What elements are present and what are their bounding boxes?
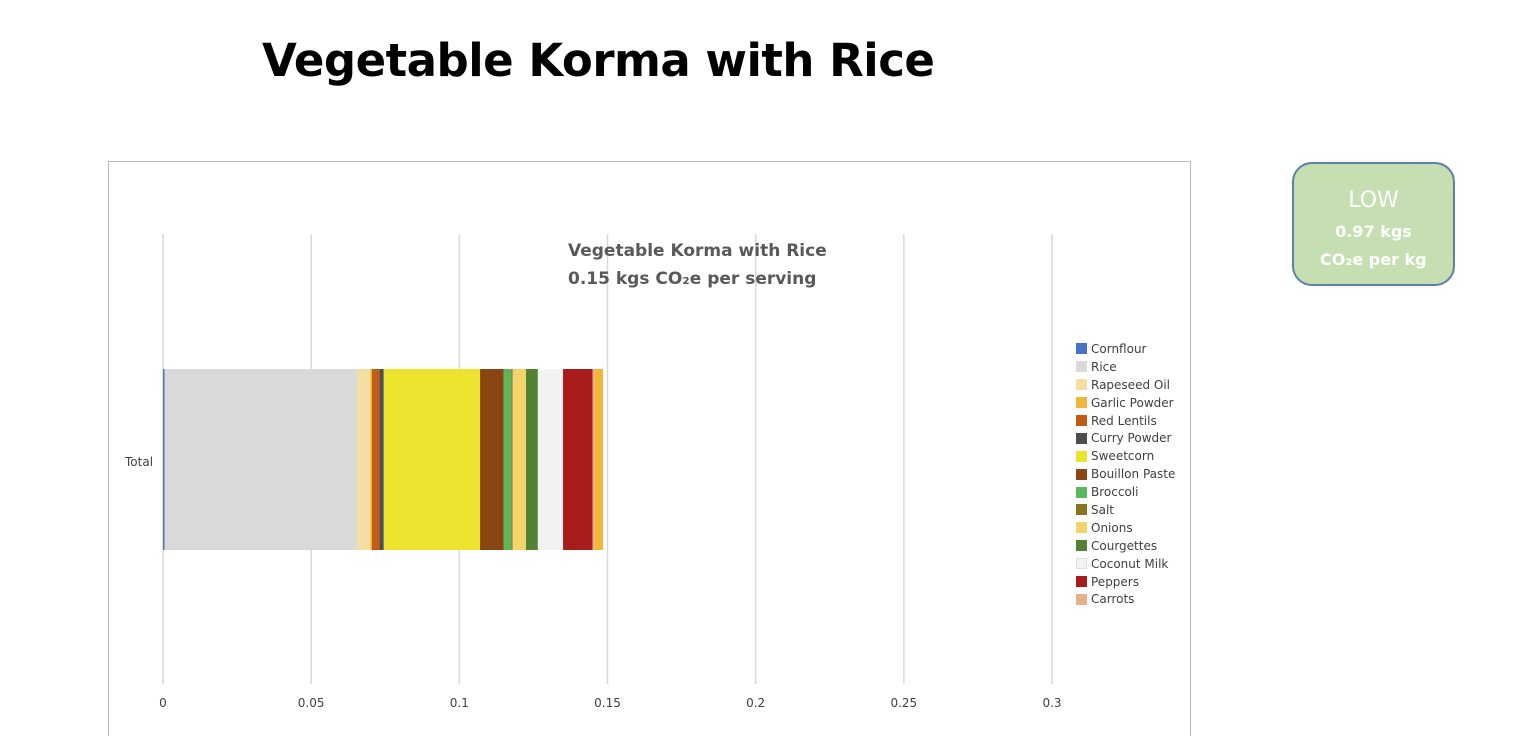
legend-label: Courgettes: [1091, 538, 1158, 553]
bar-segment: [592, 369, 595, 550]
rating-unit: CO₂e per kg: [1320, 250, 1427, 269]
legend-item: Garlic Powder: [1076, 394, 1175, 412]
legend-swatch: [1076, 397, 1087, 409]
legend-label: Bouillon Paste: [1091, 467, 1176, 482]
bar-segments: [163, 369, 604, 550]
legend-item: Salt: [1076, 501, 1175, 519]
legend-item: Broccoli: [1076, 483, 1175, 501]
legend-item: Onions: [1076, 519, 1175, 537]
category-label: Total: [124, 455, 153, 469]
legend-label: Coconut Milk: [1091, 556, 1169, 571]
legend-label: Carrots: [1091, 592, 1135, 607]
bar-segment: [594, 369, 604, 550]
legend-swatch: [1076, 432, 1087, 444]
bar-segment: [503, 369, 512, 550]
legend-item: Red Lentils: [1076, 412, 1175, 430]
page-title: Vegetable Korma with Rice: [262, 34, 935, 87]
legend-label: Cornflour: [1091, 341, 1147, 356]
legend-item: Cornflour: [1076, 340, 1175, 358]
legend-swatch: [1076, 540, 1087, 552]
legend-label: Peppers: [1091, 574, 1139, 589]
x-tick-label: 0: [159, 696, 167, 710]
legend-swatch: [1076, 558, 1087, 570]
legend-swatch: [1076, 486, 1087, 498]
stacked-bar-chart: 0 0.05 0.1 0.15 0.2 0.25 0.3 Total Vegetable K…: [124, 234, 1062, 710]
legend-swatch: [1076, 576, 1087, 588]
legend-label: Rapeseed Oil: [1091, 377, 1170, 392]
x-tick-label: 0.15: [594, 696, 621, 710]
legend-label: Red Lentils: [1091, 413, 1157, 428]
bar-segment: [164, 369, 358, 550]
chart-subtitle: 0.15 kgs CO₂e per serving: [568, 269, 816, 289]
legend-swatch: [1076, 468, 1087, 480]
legend-label: Curry Powder: [1091, 431, 1172, 446]
chart-title: Vegetable Korma with Rice: [568, 241, 827, 261]
x-tick-label: 0.25: [890, 696, 917, 710]
chart-legend: Cornflour Rice Rapeseed Oil Garlic Powder Re…: [1076, 340, 1175, 608]
bar-segment: [371, 369, 380, 550]
rating-level: LOW: [1348, 188, 1399, 213]
carbon-rating-badge: LOW 0.97 kgs CO₂e per kg: [1292, 162, 1455, 286]
bar-segment: [526, 369, 538, 550]
legend-item: Peppers: [1076, 573, 1175, 591]
x-tick-label: 0.3: [1042, 696, 1061, 710]
legend-swatch: [1076, 415, 1087, 426]
bar-segment: [512, 369, 527, 550]
bar-segment: [370, 369, 372, 550]
bar-segment: [480, 369, 504, 550]
bar-segment: [383, 369, 481, 550]
legend-label: Garlic Powder: [1091, 395, 1174, 410]
legend-item: Rice: [1076, 358, 1175, 376]
x-tick-label: 0.1: [450, 696, 469, 710]
legend-swatch: [1076, 343, 1087, 355]
legend-label: Salt: [1091, 502, 1115, 517]
bar-segment: [563, 369, 593, 550]
legend-label: Sweetcorn: [1091, 449, 1155, 464]
legend-swatch: [1076, 593, 1087, 605]
bar-segment: [511, 369, 513, 550]
x-tick-labels: 0 0.05 0.1 0.15 0.2 0.25 0.3: [159, 696, 1061, 710]
legend-item: Coconut Milk: [1076, 555, 1175, 573]
legend-item: Rapeseed Oil: [1076, 376, 1175, 394]
legend-item: Carrots: [1076, 590, 1175, 608]
legend-label: Rice: [1091, 359, 1117, 374]
legend-swatch: [1076, 361, 1087, 373]
legend-item: Bouillon Paste: [1076, 465, 1175, 483]
legend-swatch: [1076, 450, 1087, 462]
legend-item: Sweetcorn: [1076, 447, 1175, 465]
chart-frame: 0 0.05 0.1 0.15 0.2 0.25 0.3 Total Vegetable K…: [108, 161, 1191, 736]
bar-segment: [379, 369, 384, 550]
legend-swatch: [1076, 379, 1087, 391]
bar-segment: [537, 369, 564, 550]
legend-swatch: [1076, 504, 1087, 516]
bar-segment: [357, 369, 371, 550]
bar-segment: [163, 369, 165, 550]
legend-label: Onions: [1091, 520, 1133, 535]
x-tick-label: 0.05: [298, 696, 325, 710]
legend-swatch: [1076, 522, 1087, 534]
legend-item: Curry Powder: [1076, 429, 1175, 447]
legend-label: Broccoli: [1091, 485, 1139, 500]
legend-item: Courgettes: [1076, 537, 1175, 555]
rating-value: 0.97 kgs: [1335, 222, 1412, 241]
x-tick-label: 0.2: [746, 696, 765, 710]
